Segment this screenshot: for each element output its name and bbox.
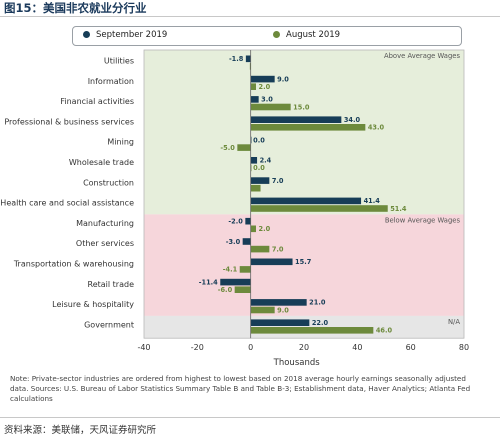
bar-s0-1 (250, 75, 275, 83)
bar-s0-13 (250, 319, 310, 326)
x-tick-label-0: -40 (137, 343, 150, 352)
bar-s1-11 (234, 286, 251, 293)
bar-s0-7 (250, 197, 362, 205)
x-tick-label-3: 20 (299, 343, 309, 352)
bar-s1-4 (237, 144, 251, 151)
category-label-0: Utilities (104, 57, 134, 66)
data-label-s0-5: 2.4 (260, 157, 272, 165)
bar-s1-9 (250, 245, 270, 253)
category-label-9: Other services (76, 239, 134, 248)
data-label-s0-13: 22.0 (312, 319, 329, 327)
data-label-s1-8: 2.0 (259, 225, 271, 233)
category-label-7: Health care and social assistance (0, 199, 134, 208)
category-label-1: Information (88, 77, 134, 86)
plot-frame (143, 49, 465, 339)
data-label-s1-3: 43.0 (368, 124, 385, 132)
data-label-s1-1: 2.0 (259, 83, 271, 91)
region-label-0: Above Average Wages (384, 52, 461, 60)
data-label-s0-1: 9.0 (277, 75, 289, 83)
chart-legend: September 2019 August 2019 (72, 26, 462, 46)
bar-s1-6 (250, 184, 261, 192)
data-label-s0-6: 7.0 (272, 177, 284, 185)
category-label-10: Transportation & warehousing (13, 260, 134, 269)
legend-label-september: September 2019 (96, 30, 168, 40)
bar-s0-6 (250, 177, 270, 184)
category-label-5: Wholesale trade (69, 158, 134, 167)
x-tick-label-4: 40 (352, 343, 362, 352)
data-label-s0-3: 34.0 (344, 116, 361, 124)
category-label-4: Mining (107, 138, 134, 147)
data-label-s1-4: -5.0 (220, 144, 235, 152)
bar-s1-5 (250, 164, 252, 172)
bar-s0-11 (220, 278, 251, 286)
bar-s1-10 (239, 266, 251, 273)
legend-item-september: September 2019 (83, 30, 167, 40)
data-label-s0-8: -2.0 (228, 218, 243, 226)
x-tick-label-6: 80 (459, 343, 469, 352)
data-label-s0-7: 41.4 (364, 197, 381, 205)
bar-s1-3 (250, 124, 366, 131)
legend-item-august: August 2019 (273, 30, 340, 40)
bar-s0-12 (250, 299, 307, 306)
category-label-2: Financial activities (60, 97, 134, 106)
bar-s1-13 (250, 327, 374, 334)
x-axis-label: Thousands (273, 358, 321, 368)
source-line: 资料来源：美联储，天风证券研究所 (4, 425, 157, 436)
data-label-s1-5: 0.0 (253, 164, 265, 172)
data-label-s1-12: 9.0 (277, 306, 289, 314)
figure-title: 图15：美国非农就业分行业 (4, 1, 147, 15)
category-label-3: Professional & business services (4, 117, 134, 126)
x-tick-label-1: -20 (191, 343, 204, 352)
chart-note: Note: Private-sector industries are orde… (10, 374, 471, 403)
bar-s0-10 (250, 258, 293, 266)
category-label-13: Government (84, 320, 134, 329)
bar-chart: Above Average Wages Below Average Wages N/… (0, 49, 469, 368)
bottom-divider (0, 417, 500, 418)
bar-s1-12 (250, 306, 275, 314)
region-band-1 (144, 214, 464, 316)
data-label-s1-7: 51.4 (390, 205, 407, 213)
category-label-11: Retail trade (88, 280, 135, 289)
bar-s0-3 (250, 116, 342, 123)
bar-s0-4 (250, 136, 252, 144)
data-label-s1-13: 46.0 (376, 327, 393, 335)
bar-s0-0 (245, 55, 251, 63)
x-tick-label-2: 0 (248, 343, 253, 352)
data-label-s1-9: 7.0 (272, 245, 284, 253)
data-label-s0-10: 15.7 (295, 258, 312, 266)
region-band-0 (144, 50, 464, 215)
data-label-s1-10: -4.1 (223, 266, 238, 274)
category-label-12: Leisure & hospitality (52, 300, 134, 309)
data-label-s0-11: -11.4 (199, 278, 218, 286)
data-label-s0-4: 0.0 (253, 136, 265, 144)
data-label-s0-2: 3.0 (261, 96, 273, 104)
data-label-s0-12: 21.0 (309, 299, 326, 307)
bar-s0-9 (242, 238, 251, 245)
bar-s1-7 (250, 205, 388, 212)
data-label-s1-11: -6.0 (218, 286, 233, 294)
bar-s1-2 (250, 103, 291, 111)
data-label-s1-2: 15.0 (293, 103, 310, 111)
bar-s0-2 (250, 96, 259, 103)
legend-swatch-september (83, 31, 90, 38)
data-label-s0-9: -3.0 (226, 238, 241, 246)
category-label-8: Manufacturing (76, 219, 134, 228)
bar-s0-8 (245, 217, 251, 225)
region-label-1: Below Average Wages (385, 216, 461, 224)
region-label-2: N/A (448, 318, 460, 326)
legend-label-august: August 2019 (286, 30, 341, 40)
x-tick-label-5: 60 (406, 343, 416, 352)
top-divider (0, 16, 500, 17)
bar-s1-8 (250, 225, 256, 233)
category-label-6: Construction (83, 178, 134, 187)
bar-s1-1 (250, 83, 256, 90)
bar-s1-0 (249, 63, 251, 70)
legend-swatch-august (273, 31, 280, 38)
data-label-s0-0: -1.8 (229, 55, 244, 63)
bar-s0-5 (250, 157, 258, 164)
